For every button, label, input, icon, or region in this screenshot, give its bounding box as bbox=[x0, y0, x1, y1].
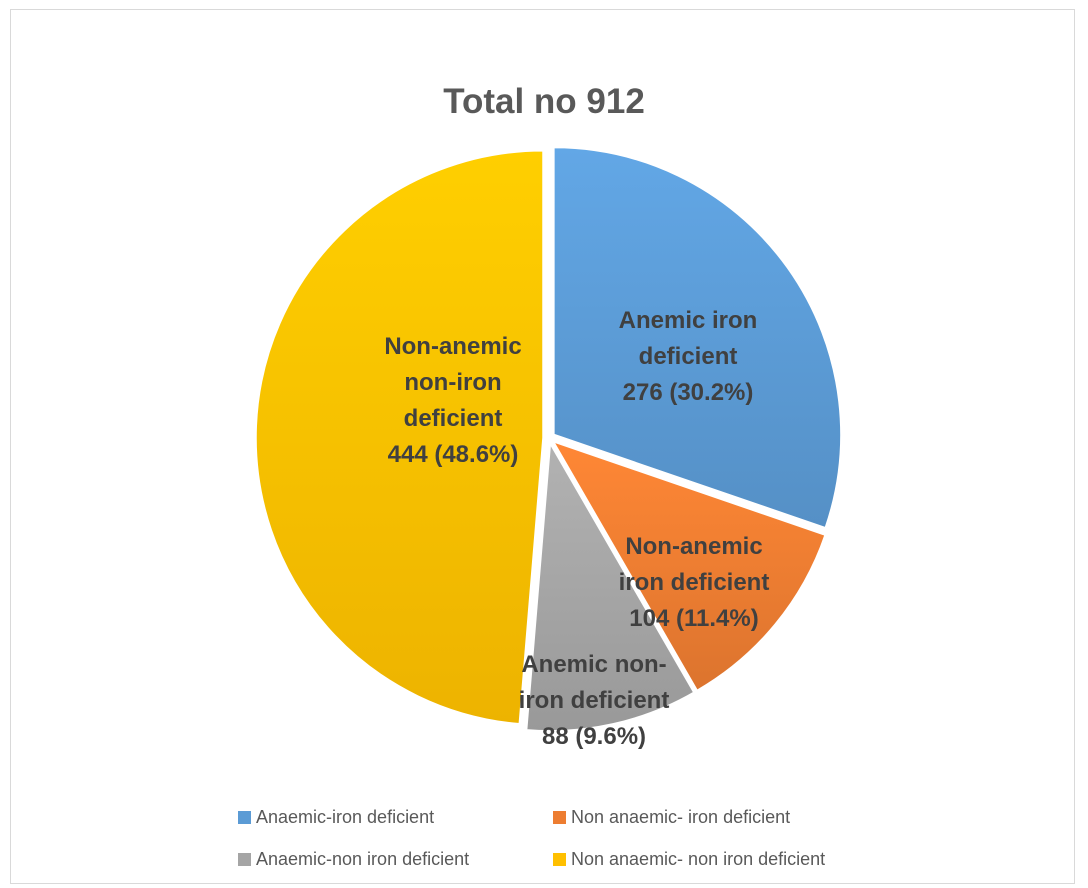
chart-title: Total no 912 bbox=[443, 82, 645, 121]
pie-slice-label: Anemic non-iron deficient 88 (9.6%) bbox=[519, 651, 670, 750]
pie-slice-d bbox=[255, 150, 544, 725]
pie-slice-label: Non-anemic non-iron deficient 444 (48.6%) bbox=[384, 333, 521, 468]
pie-slice-label: Non-anemic iron deficient 104 (11.4%) bbox=[619, 533, 770, 632]
pie-slice-a bbox=[553, 146, 842, 529]
pie-slice-c bbox=[525, 441, 695, 732]
pie-slice-b bbox=[551, 440, 827, 692]
pie-slice-label: Anemic iron deficient 276 (30.2%) bbox=[619, 307, 758, 406]
